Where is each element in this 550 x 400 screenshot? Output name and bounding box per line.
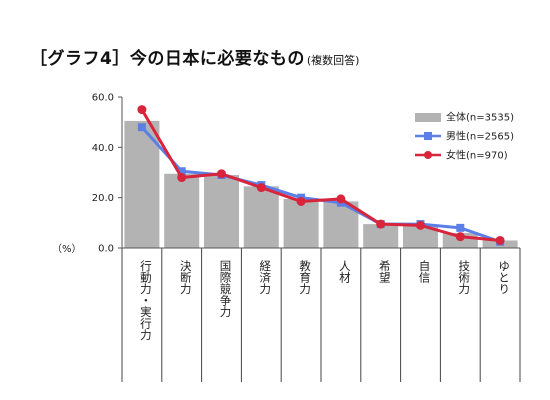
legend-label-2: 女性(n=970) — [446, 149, 508, 162]
category-label-9: ゆとり — [497, 260, 511, 295]
y-tick-label-2: 40.0 — [92, 143, 114, 154]
legend-swatch-0 — [415, 113, 441, 122]
category-label-5: 人材 — [338, 260, 352, 283]
legend-marker-1 — [424, 132, 432, 140]
series-1-marker-4 — [296, 196, 306, 206]
bar-2 — [203, 175, 240, 248]
series-1-marker-6 — [376, 219, 386, 229]
chart-title-main: ［グラフ4］今の日本に必要なもの — [30, 49, 305, 69]
series-1-marker-5 — [336, 194, 346, 204]
chart-title: ［グラフ4］今の日本に必要なもの (複数回答) — [30, 44, 359, 69]
legend-marker-2 — [424, 151, 432, 159]
chart-title-sub: (複数回答) — [306, 54, 360, 67]
legend-label-0: 全体(n=3535) — [446, 111, 514, 124]
y-tick-label-1: 20.0 — [92, 193, 114, 204]
series-0-marker-0 — [137, 123, 146, 132]
bar-7 — [402, 225, 439, 248]
y-tick-label-0: 0.0 — [98, 244, 114, 255]
category-label-1: 決断力 — [179, 260, 193, 295]
series-1-marker-9 — [495, 235, 505, 245]
category-label-7: 自信 — [418, 260, 432, 284]
legend-label-1: 男性(n=2565) — [446, 130, 514, 143]
y-tick-label-3: 60.0 — [92, 93, 114, 104]
series-1-marker-0 — [137, 105, 147, 115]
category-label-8: 技術力 — [457, 260, 471, 295]
series-1-marker-2 — [217, 169, 226, 179]
series-1-marker-1 — [177, 173, 187, 183]
series-0-marker-1 — [177, 167, 186, 176]
y-unit-label: （%） — [52, 243, 82, 255]
bar-1 — [164, 173, 200, 248]
series-1-marker-8 — [455, 232, 465, 242]
series-1-marker-7 — [416, 220, 425, 230]
category-label-3: 経済力 — [258, 260, 272, 295]
series-line-1 — [140, 108, 501, 242]
category-label-2: 国際競争力 — [219, 260, 233, 318]
bar-3 — [243, 186, 279, 248]
category-label-6: 希望 — [378, 259, 392, 283]
category-label-0: 行動力・実行力 — [139, 260, 153, 341]
bar-4 — [283, 198, 319, 248]
bar-6 — [363, 224, 399, 248]
series-1-marker-3 — [256, 183, 266, 193]
series-0-marker-8 — [456, 223, 465, 232]
category-label-4: 教育力 — [298, 259, 312, 295]
